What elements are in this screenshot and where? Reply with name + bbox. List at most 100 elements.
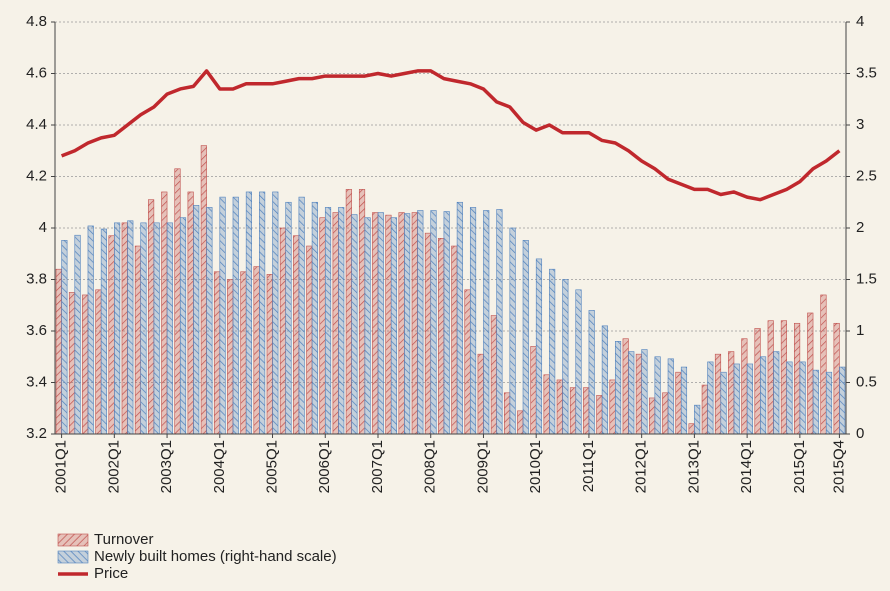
bar	[114, 222, 121, 435]
bar	[825, 371, 833, 435]
bar	[161, 191, 168, 435]
bar	[728, 351, 735, 435]
bar	[430, 210, 437, 435]
bar	[390, 217, 398, 435]
y2-tick-label: 1	[856, 322, 864, 339]
bar	[675, 371, 682, 435]
bar	[588, 310, 595, 435]
legend-label: Newly built homes (right-hand scale)	[94, 548, 337, 565]
bar	[351, 214, 358, 435]
bar	[483, 210, 490, 435]
bar	[535, 258, 543, 435]
x-tick-label: 2003Q1	[158, 440, 175, 493]
bar	[549, 268, 556, 435]
bar	[503, 392, 511, 435]
legend-label: Price	[94, 565, 128, 582]
bar	[807, 312, 814, 435]
bar	[127, 220, 134, 435]
bar	[134, 245, 141, 435]
bar	[622, 338, 629, 435]
bar	[345, 189, 352, 435]
bar	[767, 320, 774, 435]
legend-label: Turnover	[94, 531, 153, 548]
bar	[609, 379, 616, 435]
bar	[385, 214, 392, 435]
bar	[259, 191, 266, 435]
bar	[543, 374, 550, 435]
x-tick-label: 2004Q1	[211, 440, 228, 493]
y-tick-label: 4	[39, 219, 47, 236]
bar	[477, 353, 484, 435]
bar	[153, 222, 160, 435]
bar	[193, 205, 200, 435]
y-tick-label: 3.6	[26, 322, 47, 339]
bar	[464, 289, 471, 435]
bar	[812, 369, 819, 435]
bar	[583, 387, 590, 435]
y2-tick-label: 0.5	[856, 373, 877, 390]
bar	[635, 353, 642, 435]
bar	[556, 379, 563, 435]
bar	[451, 245, 458, 435]
bar	[398, 212, 405, 435]
bar	[179, 217, 187, 435]
bar	[601, 325, 608, 435]
bar	[87, 225, 94, 435]
y-tick-label: 3.4	[26, 373, 47, 390]
bar	[245, 191, 252, 435]
bar	[319, 217, 326, 435]
bar	[213, 271, 221, 435]
bar	[148, 199, 155, 435]
bar	[285, 201, 292, 435]
bar	[649, 397, 656, 435]
bar	[509, 227, 516, 435]
bar	[680, 366, 688, 435]
bar	[707, 361, 714, 435]
x-tick-label: 2001Q1	[53, 440, 70, 493]
bar	[530, 346, 537, 435]
bar	[780, 320, 787, 435]
bar	[140, 222, 147, 435]
bar	[95, 289, 102, 435]
bar	[714, 353, 722, 435]
x-tick-label: 2014Q1	[738, 440, 755, 493]
bar	[424, 232, 432, 435]
bar	[121, 222, 128, 435]
bar	[799, 361, 806, 435]
bar	[688, 423, 695, 435]
bar	[596, 395, 603, 435]
bar	[253, 266, 260, 435]
y2-tick-label: 2	[856, 219, 864, 236]
bar	[667, 358, 674, 435]
y-tick-label: 3.2	[26, 425, 47, 442]
bar	[562, 279, 569, 435]
bar	[754, 328, 761, 435]
bar	[628, 351, 635, 435]
bar	[662, 392, 669, 435]
bar	[55, 268, 62, 435]
bar	[641, 349, 648, 435]
bar	[174, 168, 181, 435]
x-tick-label: 2011Q1	[580, 440, 597, 492]
bar	[411, 212, 418, 435]
legend-swatch	[57, 533, 89, 547]
bar	[279, 227, 287, 435]
x-tick-label: 2005Q1	[263, 440, 280, 493]
y2-tick-label: 3	[856, 116, 864, 133]
bar	[517, 410, 524, 435]
bar	[469, 207, 477, 435]
bar	[200, 145, 207, 435]
bar	[654, 356, 661, 435]
bar	[456, 201, 463, 435]
bar	[293, 235, 300, 435]
bar	[100, 228, 107, 435]
bar	[794, 322, 801, 435]
bar	[694, 404, 701, 435]
bar	[733, 363, 740, 435]
bar	[372, 212, 379, 435]
y2-tick-label: 3.5	[856, 64, 877, 81]
bar	[496, 209, 503, 435]
y2-tick-label: 2.5	[856, 167, 877, 184]
x-tick-label: 2002Q1	[105, 440, 122, 493]
bar	[187, 191, 194, 435]
